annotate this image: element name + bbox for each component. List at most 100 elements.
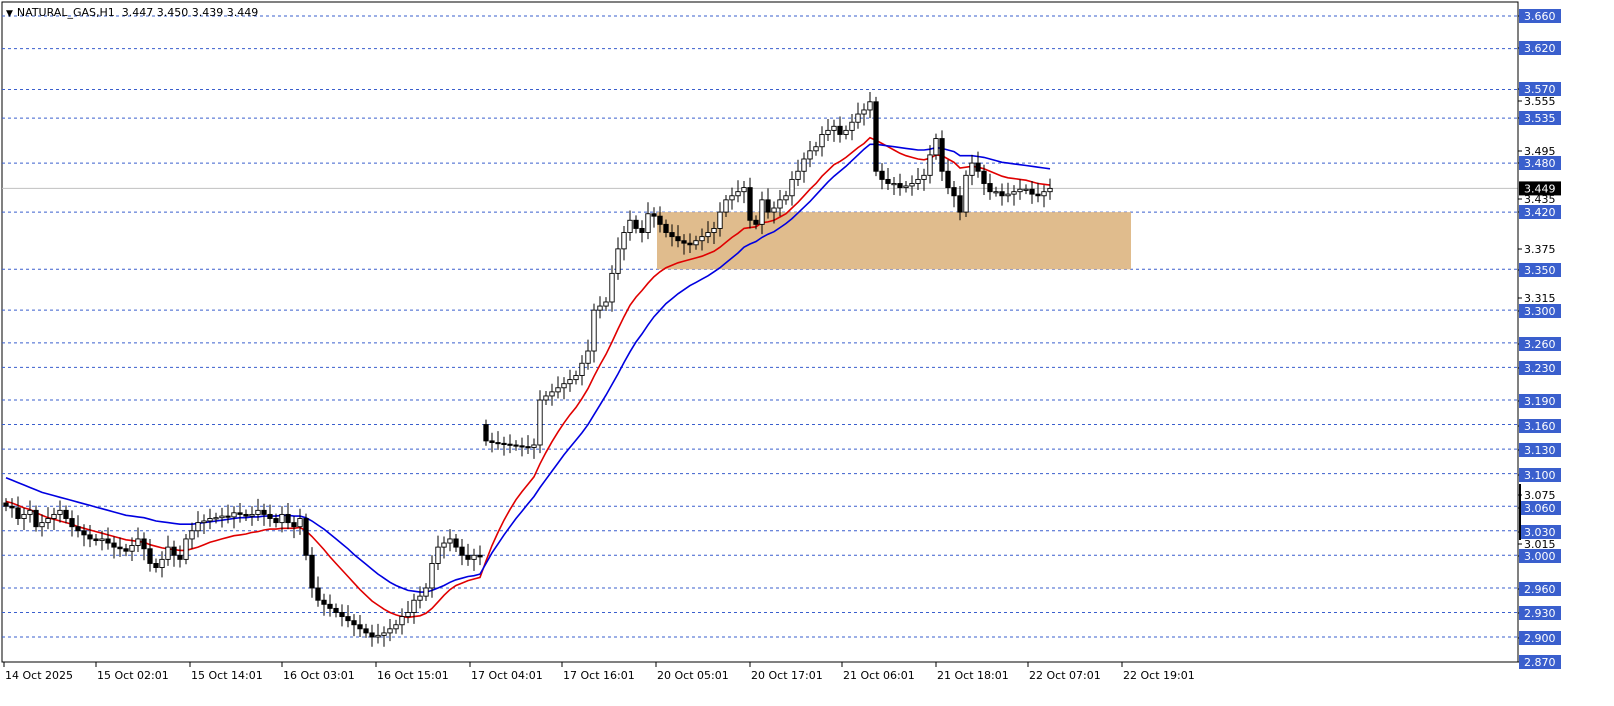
candle-body [15,507,21,519]
candle-body [945,170,951,189]
candle-body [147,548,153,564]
candle-body [609,272,615,303]
candle-body [885,178,891,184]
candle-body [189,530,195,540]
candle-body [279,513,285,524]
time-tick-label: 16 Oct 15:01 [377,669,449,682]
candle-body [375,634,381,638]
axis-tick-label: 3.000 [1524,550,1556,563]
time-tick-label: 22 Oct 07:01 [1029,669,1101,682]
axis-tick-label: 3.260 [1524,338,1556,351]
candle-body [903,185,909,189]
candle-body [561,383,567,389]
candle-body [789,178,795,197]
candle-body [621,232,627,250]
tick-highlight [1519,111,1561,125]
time-tick-label: 21 Oct 06:01 [843,669,915,682]
candle-body [447,538,453,544]
candle-body [801,158,807,172]
candle-body [519,445,525,448]
candle-body [999,191,1005,197]
candle-body [837,125,843,135]
candle-body [381,632,387,636]
candle-body [567,379,573,385]
tick-highlight [1519,361,1561,375]
candle-body [717,211,723,229]
candle-body [645,213,651,233]
candle-body [1017,188,1023,193]
tick-highlight [1519,394,1561,408]
axis-tick-label: 3.190 [1524,395,1556,408]
candle-body [255,509,261,515]
candle-body [747,187,753,221]
candle-body [705,232,711,238]
candle-body [369,632,375,638]
candle-body [195,522,201,532]
candle-body [753,219,759,225]
axis-tick-label: 3.535 [1524,112,1556,125]
candle-body [711,227,717,233]
candle-body [831,125,837,131]
candle-body [1047,187,1053,193]
time-tick-label: 17 Oct 16:01 [563,669,635,682]
candle-body [873,101,879,172]
tick-highlight [1519,655,1561,669]
candle-body [21,513,27,519]
time-axis: 14 Oct 2025 15 Oct 02:01 15 Oct 14:01 16 Oc… [3,662,1195,682]
axis-tick-label: 3.435 [1524,193,1556,206]
candle-body [459,546,465,556]
tick-highlight [1519,205,1561,219]
candle-body [39,522,45,528]
candle-body [291,522,297,528]
candle-body [1029,188,1035,195]
candle-body [585,350,591,364]
candle-body [729,195,735,201]
candle-body [309,554,315,589]
candle-body [807,150,813,160]
axis-tick-label: 3.075 [1524,489,1556,502]
candle-body [159,558,165,568]
symbol-info[interactable]: ▼ NATURAL_GAS,H1 3.447 3.450 3.439 3.449 [6,6,258,19]
candle-body [507,443,513,446]
candle-body [105,538,111,544]
axis-tick-label: 2.960 [1524,583,1556,596]
collapse-triangle-icon[interactable]: ▼ [6,9,13,19]
tick-highlight [1519,337,1561,351]
candle-body [687,242,693,246]
candle-body [591,309,597,352]
candle-body [969,162,975,176]
candle-body [393,624,399,630]
current-price-badge [1519,181,1561,196]
axis-tick-label: 3.100 [1524,469,1556,482]
axis-tick-label: 3.300 [1524,305,1556,318]
supply-demand-zone [657,212,1131,270]
candle-body [9,505,15,509]
tick-highlight [1519,9,1561,23]
candle-body [63,509,69,519]
candle-body [333,607,339,613]
tick-highlight [1519,41,1561,55]
candle-body [285,513,291,524]
candle-body [483,424,489,442]
time-tick-label: 14 Oct 2025 [5,669,73,682]
candle-body [891,183,897,186]
candle-body [225,515,231,518]
tick-highlight [1519,606,1561,620]
candle-body [267,513,273,519]
candle-body [639,227,645,233]
candle-body [825,129,831,135]
candle-body [495,442,501,445]
candle-body [555,387,561,393]
tick-highlight [1519,582,1561,596]
time-tick-label: 15 Oct 14:01 [191,669,263,682]
candle-body [45,518,51,524]
candle-body [633,219,639,229]
tick-highlight [1519,263,1561,277]
candle-body [813,146,819,152]
candle-body [75,526,81,532]
candle-body [867,101,873,111]
candle-body [975,162,981,172]
tick-highlight [1519,156,1561,170]
candle-body [603,301,609,307]
